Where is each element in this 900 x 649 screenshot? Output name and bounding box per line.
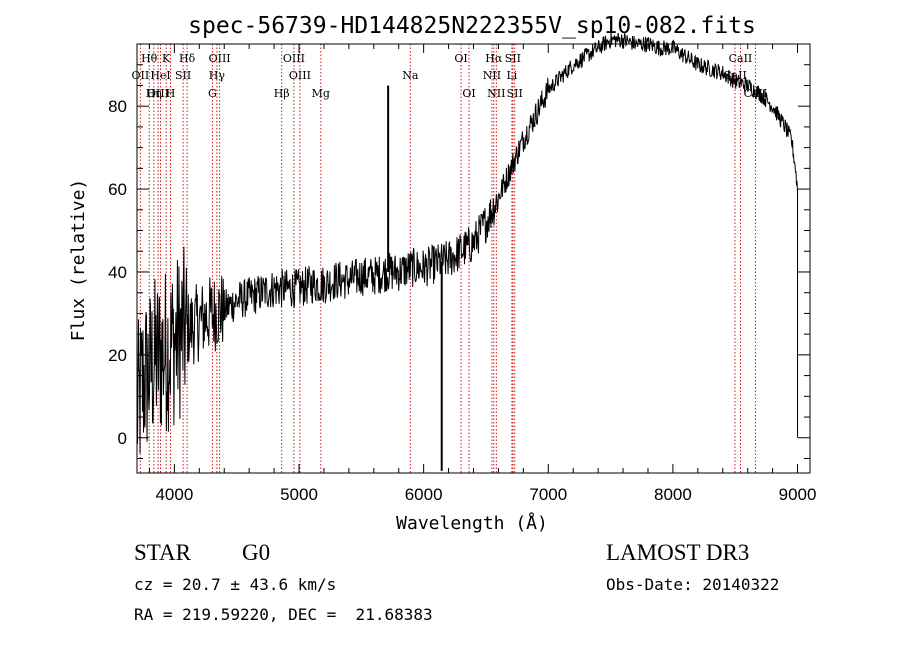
line-label-OIII: OIII [147,87,169,100]
spectrum-line [136,31,798,454]
line-label-NII: NII [487,87,505,100]
redshift-velocity: cz = 20.7 ± 43.6 km/s [134,575,336,594]
line-label-H: H [166,87,176,100]
line-label-OI: OI [462,87,475,100]
line-label-SII: SII [505,52,521,65]
line-label-HeI: HeI [150,69,170,82]
line-label-CaII: CaII [729,52,753,65]
x-tick-label: 6000 [405,485,443,504]
line-label-CaII: CaII [723,69,747,82]
line-label-OIII: OIII [289,69,311,82]
plot-frame [136,43,811,474]
line-label-Hα: Hα [485,52,503,65]
x-axis-label: Wavelength (Å) [396,512,548,534]
x-tick-label: 9000 [779,485,817,504]
line-label-CaII: CaII [744,87,768,100]
x-tick-label: 4000 [155,485,193,504]
y-tick-label: 0 [118,429,127,448]
coordinates: RA = 219.59220, DEC = 21.68383 [134,605,433,624]
chart-title: spec-56739-HD144825N222355V_sp10-082.fit… [188,13,756,39]
line-label-Hγ: Hγ [209,69,226,82]
object-class: STAR [134,540,192,565]
x-tick-label: 5000 [280,485,318,504]
line-label-SII: SII [175,69,191,82]
line-label-K: K [162,52,171,65]
line-label-Mg: Mg [312,87,330,100]
line-label-G: G [208,87,217,100]
y-axis-label: Flux (relative) [68,179,89,342]
x-axis: 4000 5000 6000 7000 8000 9000 [148,44,817,504]
line-label-OIII: OIII [209,52,231,65]
y-tick-label: 20 [108,346,127,365]
line-label-Li: Li [506,69,517,82]
x-tick-label: 8000 [654,485,692,504]
line-label-OII: OII [132,69,150,82]
line-label-SII: SII [507,87,523,100]
line-label-Hβ: Hβ [274,87,290,100]
line-label-OI: OI [454,52,467,65]
line-label-Na: Na [402,69,419,82]
object-subclass: G0 [242,540,270,565]
y-axis: 0 20 40 60 80 [108,64,810,459]
y-tick-label: 60 [108,180,127,199]
line-label-OIII: OIII [283,52,305,65]
x-tick-label: 7000 [529,485,567,504]
survey-name: LAMOST DR3 [606,540,749,565]
observation-date: Obs-Date: 20140322 [606,575,779,594]
line-label-Hδ: Hδ [179,52,196,65]
line-label-Hθ: Hθ [141,52,158,65]
line-label-NII: NII [483,69,501,82]
y-tick-label: 40 [108,263,127,282]
spectrum-series [136,31,799,471]
y-tick-label: 80 [108,97,127,116]
line-label-Hη: Hη [146,87,162,100]
emission-line-markers [139,44,756,473]
